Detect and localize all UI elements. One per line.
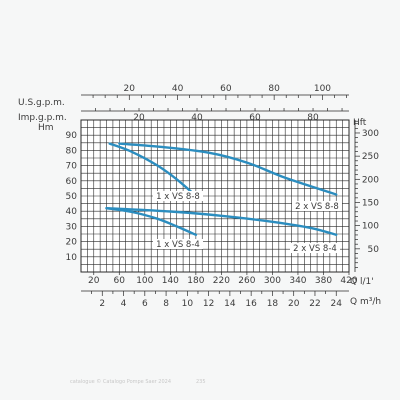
right-tick-label: 200	[362, 175, 379, 185]
plot-border	[80, 119, 350, 273]
left-tick-label: 70	[66, 162, 78, 172]
bottom-m3h-tick-label: 10	[182, 299, 194, 309]
bottom-axis-flow-label: Q l/1'	[350, 277, 374, 287]
footer-credit: catalogue © Catalogo Pompe Saer 2024	[70, 378, 171, 385]
bottom-m3h-tick-label: 18	[267, 299, 279, 309]
bottom-flow-tick-label: 220	[213, 276, 230, 286]
right-tick-label: 250	[362, 152, 379, 162]
curve-label: 1 x VS 8-4	[156, 240, 200, 250]
bottom-m3h-tick-label: 24	[331, 299, 343, 309]
right-tick-label: 300	[362, 129, 379, 139]
bottom-flow-tick-label: 60	[114, 276, 126, 286]
curve-label: 2 x VS 8-8	[295, 202, 339, 212]
left-tick-label: 60	[66, 177, 78, 187]
bottom-m3h-tick-label: 20	[288, 299, 300, 309]
top-impgpm-tick-label: 20	[133, 113, 145, 123]
bottom-flow-tick-label: 420	[340, 276, 357, 286]
bottom-m3h-tick-label: 8	[163, 299, 169, 309]
bottom-flow-tick-label: 260	[238, 276, 255, 286]
curve-2-x-vs-8-8	[118, 142, 338, 196]
top-usgpm-tick-label: 80	[268, 84, 280, 94]
left-tick-label: 10	[66, 253, 78, 263]
top-impgpm-tick-label: 60	[249, 113, 261, 123]
left-tick-label: 20	[66, 238, 78, 248]
chart-plot-elements: 20 40 60 80 100 20 40 60 80 10 20 30 40 50 60 70 80 90 50 1…	[66, 84, 380, 309]
bottom-flow-tick-label: 340	[289, 276, 306, 286]
bottom-flow-tick-label: 100	[136, 276, 153, 286]
top-usgpm-tick-label: 100	[314, 84, 331, 94]
bottom-m3h-tick-label: 22	[309, 299, 320, 309]
bottom-m3h-tick-label: 4	[121, 299, 127, 309]
curve-2-x-vs-8-4	[105, 207, 338, 236]
bottom-flow-tick-label: 180	[187, 276, 204, 286]
footer-page-number: 235	[196, 379, 206, 385]
curve-label-background	[153, 239, 203, 249]
bottom-m3h-tick-label: 2	[99, 299, 105, 309]
left-tick-label: 90	[66, 131, 78, 141]
curve-label-background	[153, 191, 203, 201]
top-usgpm-tick-label: 40	[172, 84, 184, 94]
bottom-m3h-tick-label: 6	[142, 299, 148, 309]
bottom-axis-m3h-label: Q m³/h	[350, 297, 381, 307]
top-impgpm-tick-label: 40	[191, 113, 203, 123]
right-axis-label: Hft	[353, 118, 367, 128]
curve-1-x-vs-8-8	[108, 142, 198, 198]
bottom-m3h-tick-label: 14	[224, 299, 236, 309]
right-tick-label: 50	[368, 245, 380, 255]
top-usgpm-tick-label: 60	[220, 84, 232, 94]
top-axis-impgpm-label: Imp.g.p.m.	[18, 113, 67, 123]
bottom-flow-tick-label: 300	[264, 276, 281, 286]
curve-label-background	[292, 201, 342, 211]
bottom-m3h-tick-label: 12	[203, 299, 214, 309]
top-usgpm-tick-label: 20	[124, 84, 136, 94]
curve-label: 1 x VS 8-8	[156, 192, 200, 202]
curve-label: 2 x VS 8-4	[293, 244, 337, 254]
bottom-flow-tick-label: 380	[315, 276, 332, 286]
left-tick-label: 30	[66, 222, 78, 232]
left-tick-label: 40	[66, 207, 78, 217]
bottom-flow-tick-label: 20	[88, 276, 100, 286]
left-tick-label: 80	[66, 146, 78, 156]
right-tick-label: 100	[362, 222, 379, 232]
bottom-flow-tick-label: 140	[162, 276, 179, 286]
left-tick-label: 50	[66, 192, 78, 202]
right-tick-label: 150	[362, 198, 379, 208]
top-axis-usgpm-label: U.S.g.p.m.	[18, 98, 65, 108]
curve-label-background	[290, 243, 340, 253]
bottom-m3h-tick-label: 16	[245, 299, 257, 309]
left-axis-label: Hm	[38, 123, 54, 133]
top-impgpm-tick-label: 80	[307, 113, 319, 123]
curve-1-x-vs-8-4	[105, 207, 198, 236]
